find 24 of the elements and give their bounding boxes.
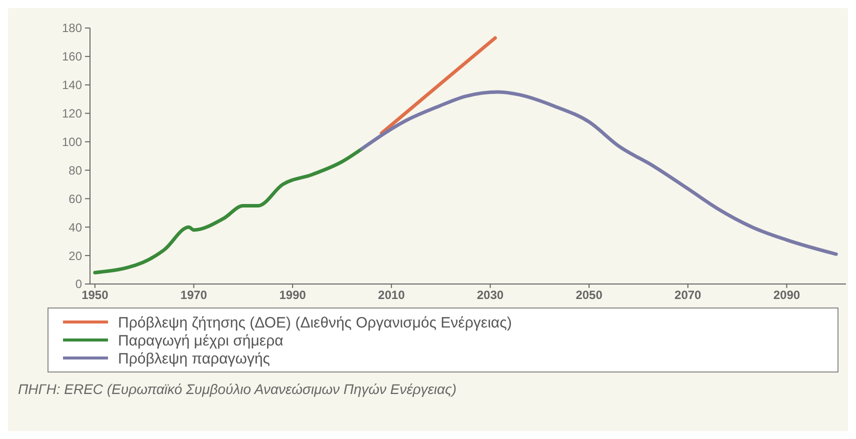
text: ΠΗΓΗ: EREC (Ευρωπαϊκό Συμβούλιο Ανανεώσιμων Πηγών Ενέργειας) (18, 381, 456, 397)
y-tick-label: 40 (68, 220, 82, 234)
y-tick-label: 120 (62, 106, 82, 121)
y-tick-label: 180 (62, 21, 82, 36)
y-tick-label: 160 (62, 50, 82, 64)
x-tick-label: 2050 (576, 288, 603, 302)
x-tick-label: 2010 (378, 288, 406, 302)
x-tick-label: 2090 (773, 288, 800, 302)
y-tick-label: 20 (68, 248, 82, 263)
x-tick-label: 1950 (82, 288, 109, 302)
x-tick-label: 2070 (674, 288, 702, 302)
line-series (360, 90, 838, 256)
line-series (93, 147, 364, 274)
y-tick-label: 0 (75, 277, 82, 292)
x-tick-label: 1990 (279, 288, 306, 302)
y-tick-label: 60 (68, 192, 82, 206)
legend-label: Παραγωγή μέχρι σήμερα (118, 332, 284, 350)
x-tick-label: 2030 (476, 288, 504, 302)
x-tick-label: 1970 (180, 288, 208, 302)
y-tick-label: 80 (68, 163, 82, 178)
y-tick-label: 100 (62, 134, 82, 149)
legend-label: Πρόβλεψη ζήτησης (ΔΟΕ) (Διεθνής Οργανισμός Ενέργειας) (118, 314, 512, 332)
y-tick-label: 140 (62, 78, 82, 92)
legend-label: Πρόβλεψη παραγωγής (118, 350, 270, 368)
